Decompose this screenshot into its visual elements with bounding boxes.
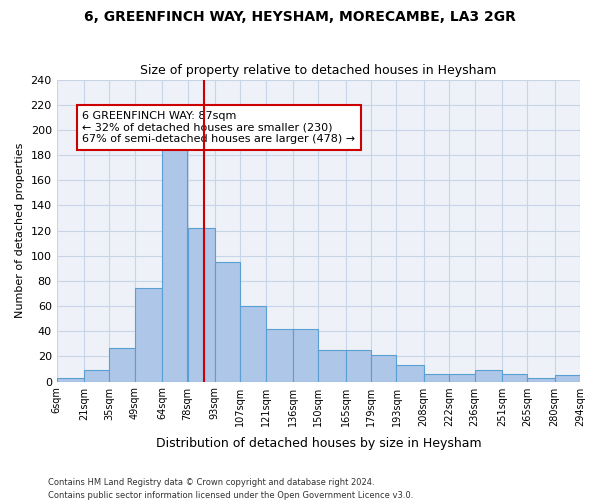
Bar (215, 262, 240, 382)
Bar (135, 288, 162, 382)
Bar (475, 370, 502, 382)
Bar (266, 328, 293, 382)
Bar (240, 306, 266, 382)
Bar (84, 370, 109, 382)
Title: Size of property relative to detached houses in Heysham: Size of property relative to detached ho… (140, 64, 497, 77)
Bar (502, 374, 527, 382)
Bar (554, 375, 580, 382)
Bar (371, 355, 397, 382)
Bar (109, 348, 135, 382)
Bar (527, 378, 554, 382)
Bar (187, 228, 215, 382)
Bar (293, 328, 319, 382)
X-axis label: Distribution of detached houses by size in Heysham: Distribution of detached houses by size … (155, 437, 481, 450)
Text: Contains public sector information licensed under the Open Government Licence v3: Contains public sector information licen… (48, 490, 413, 500)
Bar (319, 350, 346, 382)
Bar (56, 378, 84, 382)
Bar (162, 132, 187, 382)
Bar (397, 365, 424, 382)
Text: 6, GREENFINCH WAY, HEYSHAM, MORECAMBE, LA3 2GR: 6, GREENFINCH WAY, HEYSHAM, MORECAMBE, L… (84, 10, 516, 24)
Y-axis label: Number of detached properties: Number of detached properties (15, 143, 25, 318)
Bar (424, 374, 449, 382)
Bar (449, 374, 475, 382)
Text: Contains HM Land Registry data © Crown copyright and database right 2024.: Contains HM Land Registry data © Crown c… (48, 478, 374, 487)
Text: 6 GREENFINCH WAY: 87sqm
← 32% of detached houses are smaller (230)
67% of semi-d: 6 GREENFINCH WAY: 87sqm ← 32% of detache… (82, 111, 355, 144)
Bar (346, 350, 371, 382)
